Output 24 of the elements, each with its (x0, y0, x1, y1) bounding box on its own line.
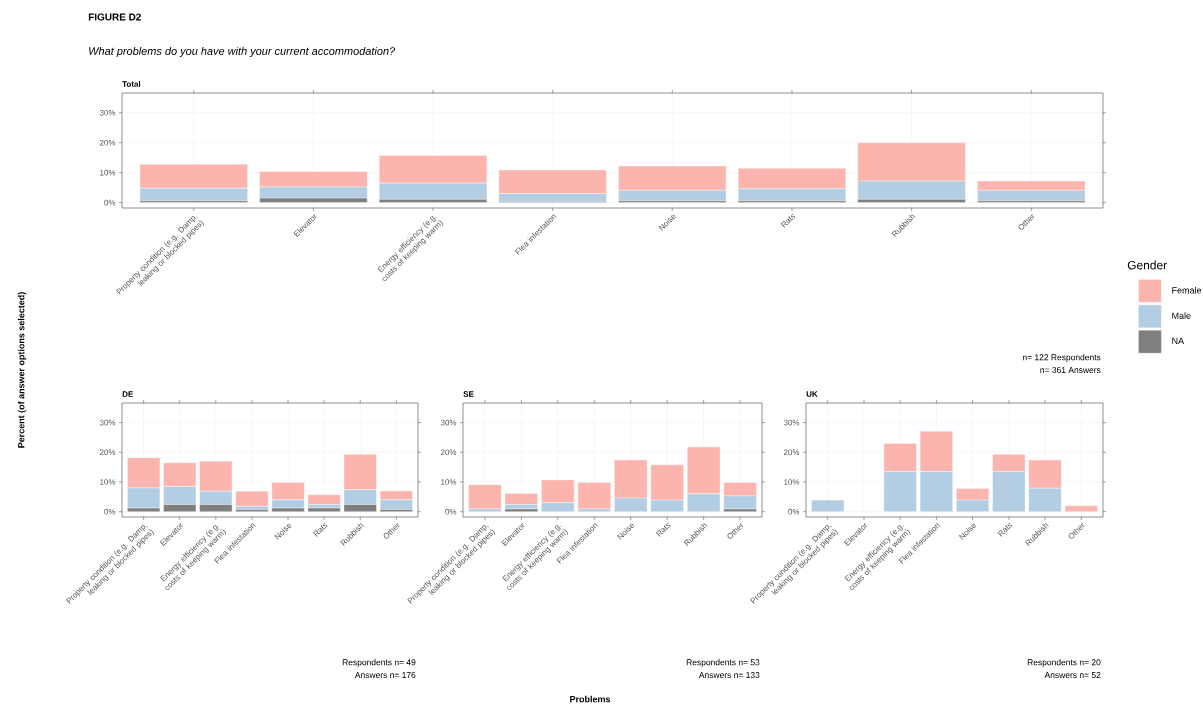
bar (504, 493, 538, 505)
bar (468, 484, 502, 510)
x-axis-title: Problems (570, 695, 611, 703)
bar (307, 494, 341, 505)
text: Respondents n= 20 (1027, 659, 1101, 667)
text: Respondents n= 53 (686, 659, 760, 667)
caption: FIGURE D2 (88, 13, 141, 21)
text: What problems do you have with your current accommodation? (89, 46, 396, 58)
bar (235, 490, 269, 507)
text: n= 361 Answers (1040, 367, 1101, 373)
bar (811, 499, 845, 512)
y-axis-title: Percent (of answer options selected) (17, 292, 27, 448)
legend-title: Gender (1127, 260, 1167, 270)
bar (504, 508, 538, 512)
text: Male (1172, 312, 1191, 319)
bar (1064, 505, 1098, 512)
text: Female (1172, 286, 1202, 294)
text: Answers n= 176 (354, 672, 416, 678)
text: Respondents n= 49 (342, 659, 416, 667)
text: Answers n= 52 (1044, 672, 1101, 678)
text: n= 122 Respondents (1022, 354, 1101, 362)
text: NA (1172, 337, 1185, 345)
text: Answers n= 133 (698, 672, 760, 678)
bar (577, 482, 611, 510)
